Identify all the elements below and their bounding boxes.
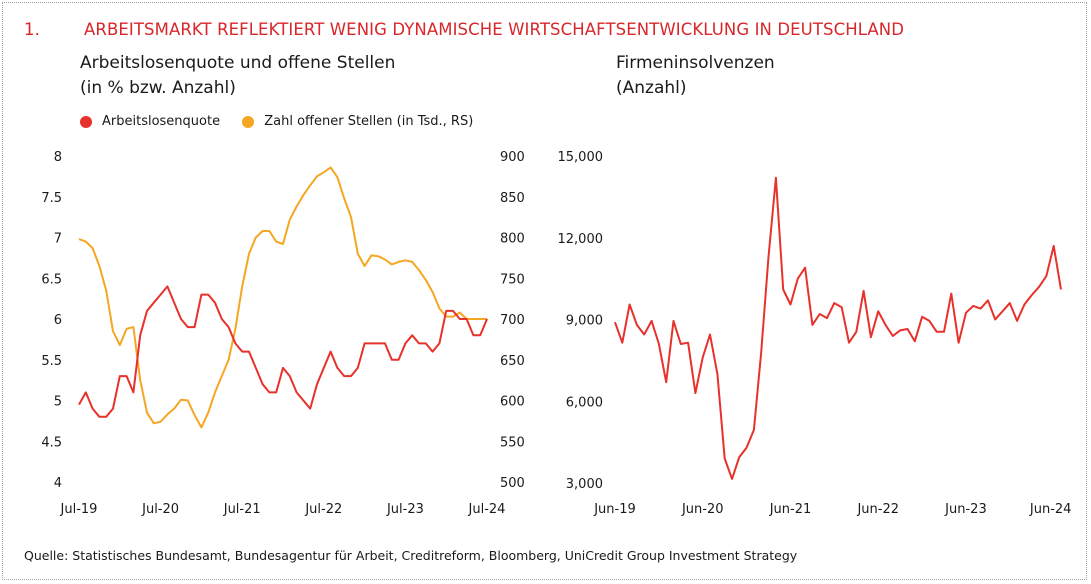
- legend-item-arbeitslosenquote: Arbeitslosenquote: [80, 114, 220, 129]
- line-arbeitslosenquote: [78, 285, 488, 418]
- insolvency-x-tick-label: Jun-20: [681, 502, 724, 517]
- figure-number: 1.: [24, 20, 40, 39]
- figure-title: 1. ARBEITSMARKT REFLEKTIERT WENIG DYNAMIS…: [24, 20, 904, 39]
- source-note: Quelle: Statistisches Bundesamt, Bundesa…: [24, 548, 798, 563]
- left-x-tick-label: Jul-19: [60, 502, 98, 517]
- line-firmeninsolvenzen: [614, 176, 1062, 480]
- line-offene-stellen: [78, 166, 487, 429]
- left-x-tick-label: Jul-24: [468, 502, 506, 517]
- left-y-tick-label: 8: [54, 150, 62, 165]
- figure-title-text: ARBEITSMARKT REFLEKTIERT WENIG DYNAMISCH…: [84, 20, 905, 39]
- insolvency-x-tick-label: Jun-24: [1029, 502, 1072, 517]
- insolvency-y-tick-label: 12,000: [558, 232, 604, 247]
- insolvency-y-tick-label: 6,000: [566, 395, 603, 410]
- left-y-tick-label: 6.5: [41, 272, 62, 287]
- insolvency-y-tick-label: 9,000: [566, 314, 603, 329]
- insolvency-x-tick-label: Jun-21: [769, 502, 812, 517]
- right-chart-title: Firmeninsolvenzen (Anzahl): [616, 53, 775, 98]
- insolvency-y-tick-label: 3,000: [566, 477, 603, 492]
- left-x-tick-label: Jul-23: [386, 502, 424, 517]
- right-y-tick-label: 500: [500, 476, 525, 491]
- left-chart-title: Arbeitslosenquote und offene Stellen (in…: [80, 53, 396, 98]
- insolvency-x-tick-label: Jun-23: [944, 502, 987, 517]
- right-y-tick-label: 750: [500, 272, 525, 287]
- legend-label-offene-stellen: Zahl offener Stellen (in Tsd., RS): [264, 114, 474, 129]
- right-y-tick-label: 850: [500, 191, 525, 206]
- right-y-tick-label: 800: [500, 232, 525, 247]
- legend-dot-red: [80, 115, 92, 128]
- insolvency-x-tick-label: Jun-19: [593, 502, 636, 517]
- left-y-tick-label: 5: [54, 395, 62, 410]
- left-y-tick-label: 4.5: [41, 435, 62, 450]
- legend-label-arbeitslosenquote: Arbeitslosenquote: [102, 114, 221, 129]
- left-y-tick-label: 7: [54, 232, 62, 247]
- left-chart-legend: Arbeitslosenquote Zahl offener Stellen (…: [80, 114, 491, 132]
- left-y-tick-label: 4: [54, 476, 62, 491]
- left-y-tick-label: 6: [54, 313, 62, 328]
- right-y-tick-label: 700: [500, 313, 525, 328]
- left-x-tick-label: Jul-22: [304, 502, 342, 517]
- left-y-tick-label: 7.5: [41, 191, 62, 206]
- left-x-tick-label: Jul-20: [141, 502, 179, 517]
- left-y-tick-label: 5.5: [41, 354, 62, 369]
- legend-dot-orange: [242, 115, 255, 128]
- insolvency-y-tick-label: 15,000: [558, 150, 604, 165]
- right-y-tick-label: 900: [500, 150, 525, 165]
- right-y-tick-label: 550: [500, 435, 525, 450]
- legend-item-offene-stellen: Zahl offener Stellen (in Tsd., RS): [242, 114, 473, 129]
- insolvency-x-tick-label: Jun-22: [856, 502, 899, 517]
- right-y-tick-label: 650: [500, 354, 525, 369]
- right-y-tick-label: 600: [500, 395, 525, 410]
- left-x-tick-label: Jul-21: [223, 502, 261, 517]
